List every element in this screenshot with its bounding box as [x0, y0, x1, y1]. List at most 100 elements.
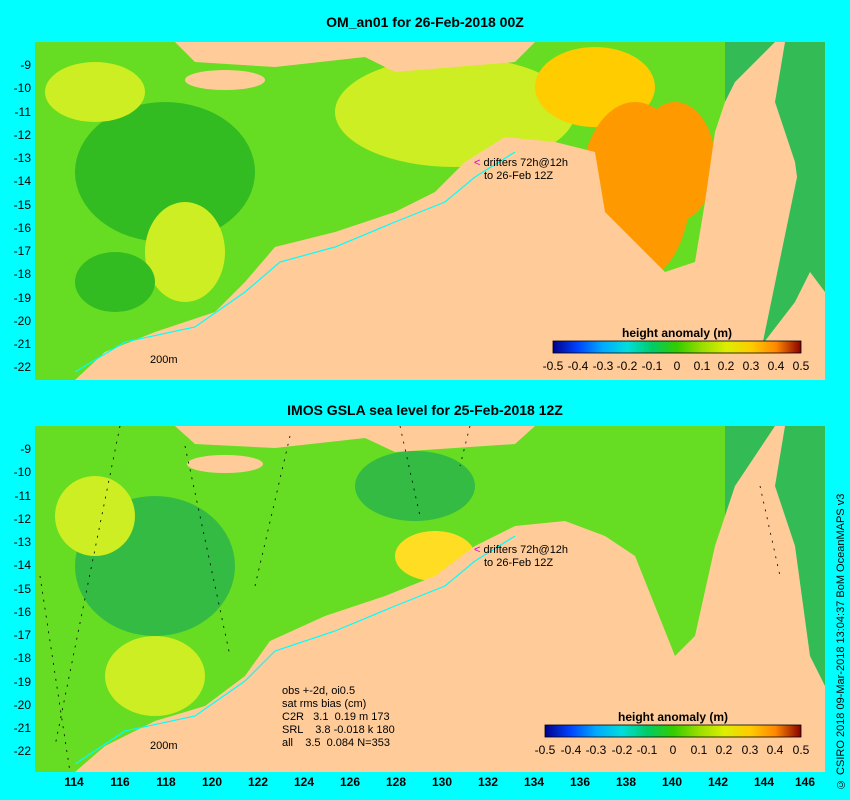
legend-tick: 0.3: [741, 743, 759, 757]
top-map: [35, 42, 825, 380]
200m-contour: [74, 151, 516, 373]
y-tick: -22: [13, 744, 31, 758]
legend-tick: 0: [673, 359, 681, 373]
x-tick: 146: [794, 775, 816, 789]
y-tick: -11: [14, 105, 31, 119]
x-tick: 134: [523, 775, 545, 789]
y-tick: -9: [20, 442, 31, 456]
legend-tick: -0.3: [592, 359, 614, 373]
legend-tick: 0.2: [715, 743, 733, 757]
colorbar: [544, 724, 802, 738]
y-tick: -14: [13, 174, 31, 188]
bottom-y-axis: -9 -10 -11 -12 -13 -14 -15 -16 -17 -18 -…: [0, 426, 33, 772]
drifters-annotation: < drifters 72h@12h to 26-Feb 12Z: [474, 157, 568, 183]
y-tick: -11: [14, 489, 31, 503]
x-tick: 114: [64, 775, 84, 789]
y-tick: -17: [13, 244, 31, 258]
legend-tick: 0: [669, 743, 677, 757]
y-tick: -19: [13, 291, 31, 305]
y-tick: -22: [13, 360, 31, 374]
y-tick: -13: [13, 535, 31, 549]
legend-tick: 0.4: [766, 743, 784, 757]
annotation-line1: drifters 72h@12h: [483, 544, 569, 556]
y-tick: -20: [13, 314, 31, 328]
bottom-map: [35, 426, 825, 772]
legend-tick: -0.5: [534, 743, 556, 757]
australia-landmass: [75, 426, 825, 772]
y-tick: -10: [13, 465, 31, 479]
top-panel-title: OM_an01 for 26-Feb-2018 00Z: [326, 14, 524, 30]
annotation-line1: drifters 72h@12h: [483, 157, 569, 169]
x-tick: 126: [339, 775, 361, 789]
y-tick: -15: [13, 582, 31, 596]
satellite-tracks: [39, 426, 781, 772]
bottom-colorbar-legend: height anomaly (m) -0.5 -0.4 -0.3 -0.2 -…: [535, 710, 810, 757]
y-tick: -12: [13, 128, 31, 142]
x-tick: 122: [247, 775, 269, 789]
legend-ticks: -0.5 -0.4 -0.3 -0.2 -0.1 0 0.1 0.2 0.3 0…: [543, 359, 810, 373]
y-tick: -17: [13, 628, 31, 642]
y-tick: -18: [13, 267, 31, 281]
y-tick: -14: [13, 558, 31, 572]
x-tick: 138: [615, 775, 637, 789]
x-tick: 140: [661, 775, 683, 789]
top-colorbar-legend: height anomaly (m) -0.5 -0.4 -0.3 -0.2 -…: [543, 326, 810, 373]
legend-tick: 0.1: [690, 743, 708, 757]
credit-text: © CSIRO 2018 09-Mar-2018 13:04:37 BoM Oc…: [835, 493, 847, 790]
x-tick: 116: [110, 775, 130, 789]
stats-line: obs +-2d, oi0.5: [282, 685, 356, 697]
australia-landmass: [75, 42, 825, 380]
y-tick: -21: [13, 337, 31, 351]
legend-tick: 0.5: [792, 743, 810, 757]
island: [187, 455, 263, 473]
island: [185, 70, 265, 90]
x-tick: 144: [753, 775, 775, 789]
x-tick: 142: [707, 775, 729, 789]
x-axis: 114 116 118 120 122 124 126 128 130 132 …: [35, 775, 825, 795]
legend-tick: -0.2: [616, 359, 638, 373]
stats-line: SRL 3.8 -0.018 k 180: [282, 724, 395, 736]
bottom-map-panel: [35, 426, 825, 772]
drifter-arrow-icon: <: [474, 544, 481, 556]
legend-tick: -0.3: [585, 743, 607, 757]
legend-tick: 0.2: [717, 359, 735, 373]
top-map-panel: [35, 42, 825, 380]
y-tick: -10: [13, 81, 31, 95]
annotation-line2: to 26-Feb 12Z: [484, 557, 554, 569]
legend-tick: 0.1: [693, 359, 711, 373]
annotation-line2: to 26-Feb 12Z: [484, 170, 554, 182]
y-tick: -20: [13, 698, 31, 712]
legend-tick: -0.4: [560, 743, 582, 757]
y-tick: -12: [13, 512, 31, 526]
stats-line: sat rms bias (cm): [282, 698, 367, 710]
legend-tick: 0.4: [767, 359, 785, 373]
x-tick: 118: [156, 775, 176, 789]
y-tick: -13: [13, 151, 31, 165]
indonesia-landmass: [35, 426, 535, 452]
top-y-axis: -9 -10 -11 -12 -13 -14 -15 -16 -17 -18 -…: [0, 42, 33, 380]
legend-tick: 0.5: [792, 359, 810, 373]
obs-stats: obs +-2d, oi0.5 sat rms bias (cm) C2R 3.…: [282, 685, 395, 750]
legend-tick: -0.4: [567, 359, 589, 373]
legend-title: height anomaly (m): [617, 710, 728, 724]
y-tick: -18: [13, 651, 31, 665]
x-tick: 130: [431, 775, 453, 789]
legend-tick: -0.1: [641, 359, 663, 373]
x-tick: 120: [201, 775, 223, 789]
200m-contour: [74, 535, 516, 765]
y-tick: -16: [13, 605, 31, 619]
y-tick: -15: [13, 198, 31, 212]
legend-title: height anomaly (m): [621, 326, 732, 340]
y-tick: -16: [13, 221, 31, 235]
x-tick: 124: [293, 775, 315, 789]
colorbar: [552, 340, 802, 354]
x-tick: 128: [385, 775, 407, 789]
x-tick: 132: [477, 775, 499, 789]
bottom-panel-title: IMOS GSLA sea level for 25-Feb-2018 12Z: [287, 402, 563, 418]
y-tick: -9: [20, 58, 31, 72]
x-tick: 136: [569, 775, 591, 789]
legend-ticks: -0.5 -0.4 -0.3 -0.2 -0.1 0 0.1 0.2 0.3 0…: [535, 743, 810, 757]
legend-tick: 0.3: [742, 359, 760, 373]
legend-tick: -0.2: [611, 743, 633, 757]
legend-tick: -0.1: [636, 743, 658, 757]
